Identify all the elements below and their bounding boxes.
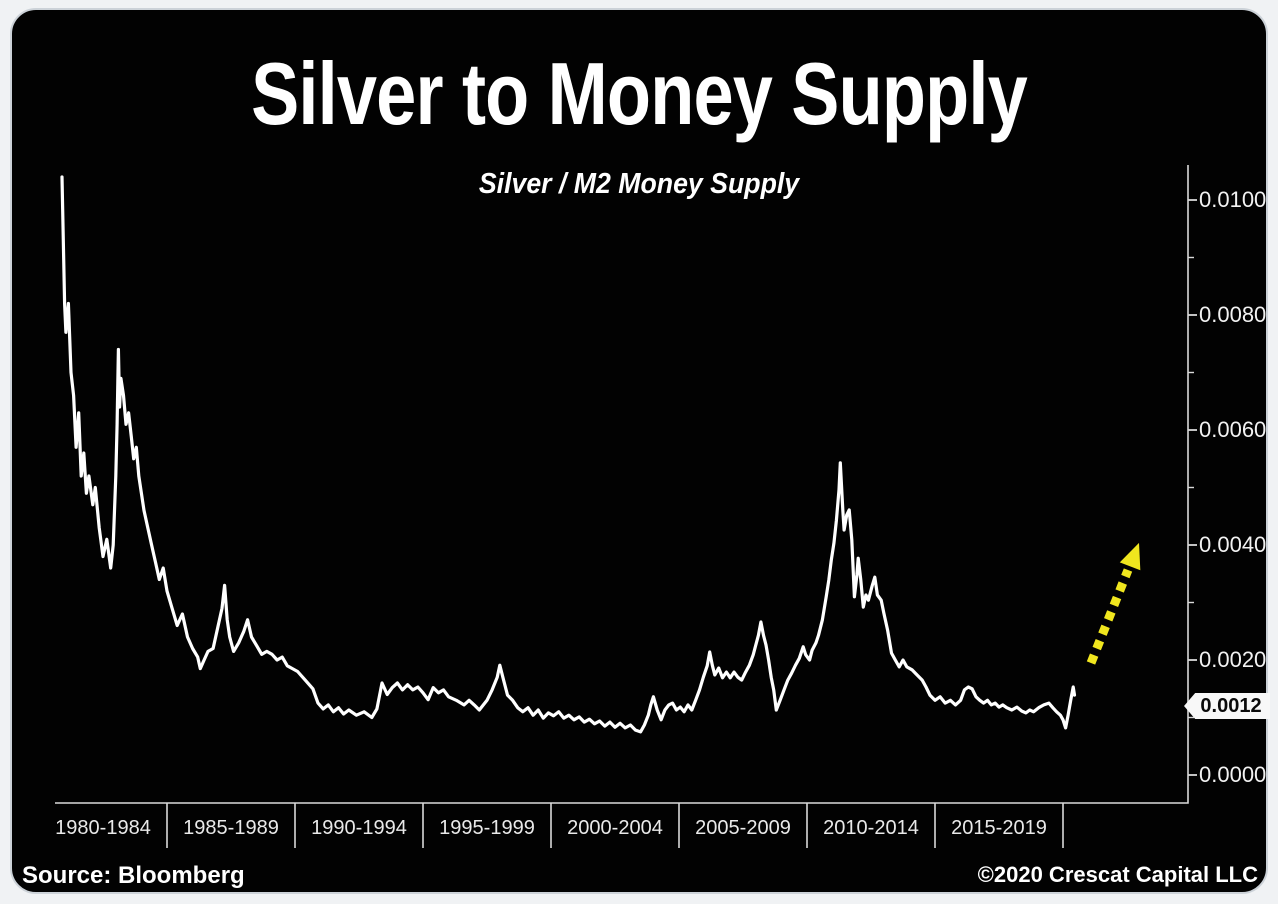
axis-lines [55, 165, 1189, 804]
x-axis-period-label: 1980-1984 [55, 817, 151, 839]
x-axis-period-label: 1995-1999 [439, 817, 535, 839]
copyright-text: ©2020 Crescat Capital LLC [977, 862, 1258, 887]
x-axis-period-label: 2005-2009 [695, 817, 791, 839]
chart-card [10, 8, 1268, 894]
silver-m2-ratio-line [60, 175, 1077, 734]
x-axis-period-label: 2000-2004 [567, 817, 663, 839]
x-axis-period-label: 1985-1989 [183, 817, 279, 839]
y-axis-tick-label: 0.0040 [1199, 532, 1267, 557]
y-axis-tick-label: 0.0100 [1199, 187, 1267, 212]
x-axis-period-label: 2015-2019 [951, 817, 1047, 839]
chart-subtitle: Silver / M2 Money Supply [478, 168, 800, 200]
trend-arrow-shaft [1086, 568, 1133, 665]
chart-title: Silver to Money Supply [251, 44, 1028, 143]
source-text: Source: Bloomberg [22, 862, 245, 889]
y-axis-tick-label: 0.0080 [1199, 302, 1267, 327]
y-axis-tick-label: 0.0060 [1199, 417, 1267, 442]
x-axis-period-label: 1990-1994 [311, 817, 407, 839]
y-axis-tick-label: 0.0000 [1199, 762, 1267, 787]
current-value-tag: 0.0012 [1184, 693, 1270, 719]
trend-arrow-head [1119, 542, 1141, 571]
y-axis-tick-label: 0.0020 [1199, 647, 1267, 672]
x-axis-period-label: 2010-2014 [823, 817, 919, 839]
